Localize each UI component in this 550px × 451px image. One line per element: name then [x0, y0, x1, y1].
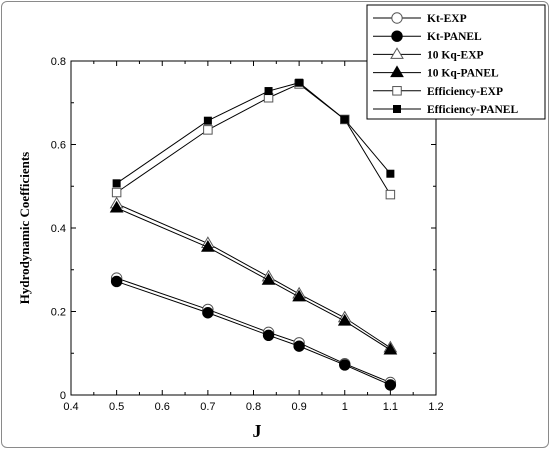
- data-point-kt-panel: [110, 275, 123, 288]
- data-point-efficiency-exp: [111, 187, 122, 198]
- y-tick-label: 0.8: [51, 56, 66, 68]
- legend-entry-10-kq-exp: 10 Kq-EXP: [373, 47, 484, 61]
- series-kt-exp: [110, 272, 397, 389]
- series-10-kq-exp: [109, 196, 398, 353]
- y-tick-label: 0.6: [51, 140, 66, 152]
- y-tick-label: 0.4: [51, 223, 66, 235]
- legend-entry-10-kq-panel: 10 Kq-PANEL: [373, 65, 499, 80]
- series-10-kq-panel: [109, 200, 398, 355]
- data-point-10-kq-panel: [201, 240, 215, 252]
- series-layer: [109, 78, 398, 391]
- data-point-kt-panel: [384, 379, 397, 391]
- legend-label: 10 Kq-PANEL: [427, 68, 499, 80]
- series-kt-panel: [110, 275, 397, 391]
- y-tick-label: 0: [60, 390, 66, 402]
- axis-ticks: 0.4 0.5 0.6 0.7 0.8 0.9 1 1.1 1.2 0 0.2 0.4 0.6 0.8: [51, 56, 444, 413]
- x-tick-label: 0.5: [109, 401, 124, 413]
- data-point-efficiency-panel: [264, 87, 273, 96]
- legend-marker: [390, 65, 404, 78]
- legend-entry-kt-exp: Kt-EXP: [373, 12, 467, 25]
- data-point-efficiency-exp: [385, 189, 396, 200]
- data-point-efficiency-panel: [112, 179, 121, 188]
- series-line-kt-panel: [116, 280, 391, 386]
- x-tick-label: 1.2: [428, 401, 443, 413]
- data-point-efficiency-panel: [203, 116, 212, 125]
- legend-marker: [392, 86, 402, 96]
- legend-label: 10 Kq-EXP: [427, 49, 484, 61]
- legend-label: Efficiency-PANEL: [427, 104, 518, 116]
- data-point-kt-panel: [339, 359, 351, 371]
- legend-marker: [391, 30, 403, 42]
- data-point-kt-panel: [202, 307, 214, 319]
- series-line-kt-exp: [116, 277, 391, 383]
- data-point-10-kq-panel: [261, 272, 276, 285]
- series-efficiency-panel: [112, 78, 395, 188]
- series-line-efficiency-panel: [116, 82, 391, 184]
- legend-label: Efficiency-EXP: [427, 86, 503, 98]
- x-tick-label: 0.7: [200, 401, 215, 413]
- x-tick-label: 0.8: [246, 401, 261, 413]
- series-line-10-kq-exp: [116, 203, 391, 349]
- x-tick-label: 0.9: [291, 401, 306, 413]
- legend-entry-efficiency-panel: Efficiency-PANEL: [373, 104, 518, 116]
- y-tick-label: 0.2: [51, 307, 66, 319]
- legend-marker: [391, 12, 403, 24]
- legend-label: Kt-PANEL: [427, 31, 482, 43]
- legend: Kt-EXP Kt-PANEL 10 Kq-EXP 10 Kq-PANEL Effici…: [366, 4, 546, 120]
- y-axis-title: Hydrodynamic Coefficients: [17, 152, 32, 305]
- legend-label: Kt-EXP: [427, 13, 467, 25]
- legend-entry-efficiency-exp: Efficiency-EXP: [373, 86, 503, 98]
- data-point-10-kq-panel: [383, 342, 398, 355]
- series-line-efficiency-exp: [116, 83, 391, 195]
- x-tick-label: 1: [342, 401, 348, 413]
- data-point-10-kq-panel: [292, 289, 306, 302]
- x-axis-title: J: [253, 421, 262, 441]
- data-point-kt-panel: [293, 340, 305, 352]
- x-tick-label: 0.6: [155, 401, 170, 413]
- data-point-efficiency-panel: [340, 115, 349, 124]
- data-point-kt-panel: [262, 329, 275, 341]
- x-tick-label: 0.4: [63, 401, 78, 413]
- data-point-efficiency-panel: [295, 78, 304, 87]
- legend-marker: [390, 47, 404, 59]
- data-point-efficiency-exp: [203, 125, 213, 135]
- legend-marker: [393, 105, 401, 113]
- series-line-10-kq-panel: [116, 207, 391, 351]
- data-point-10-kq-panel: [337, 313, 352, 326]
- series-efficiency-exp: [111, 79, 396, 200]
- legend-box: [366, 4, 546, 120]
- legend-entry-kt-panel: Kt-PANEL: [373, 30, 482, 43]
- data-point-efficiency-panel: [386, 169, 395, 178]
- data-point-10-kq-panel: [109, 200, 124, 213]
- x-tick-label: 1.1: [383, 401, 398, 413]
